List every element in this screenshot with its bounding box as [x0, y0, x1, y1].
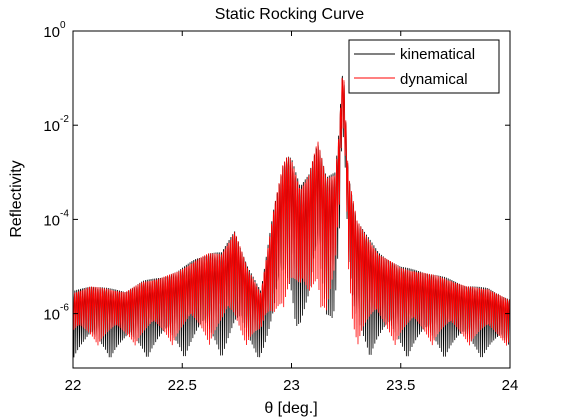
y-axis-label: Reflectivity	[8, 160, 25, 237]
series-line-dynamical	[72, 77, 511, 346]
x-tick-label: 23.5	[386, 377, 415, 394]
x-tick-label: 24	[502, 377, 519, 394]
y-tick-exponent: 0	[60, 20, 66, 31]
legend-label-dynamical: dynamical	[400, 71, 468, 88]
plot-data-group	[72, 75, 511, 358]
legend-box	[348, 39, 500, 94]
x-tick-label: 22	[65, 377, 82, 394]
y-tick-exponent: -4	[60, 208, 69, 219]
y-tick-label: 10	[43, 307, 60, 324]
y-tick-exponent: -2	[60, 114, 69, 125]
x-tick-label: 23	[283, 377, 300, 394]
y-tick-exponent: -6	[60, 303, 69, 314]
x-tick-label: 22.5	[168, 377, 197, 394]
axis-ticks-group	[72, 30, 511, 368]
y-tick-label: 10	[43, 118, 60, 135]
y-tick-label: 10	[43, 24, 60, 41]
y-tick-label: 10	[43, 212, 60, 229]
chart-title: Static Rocking Curve	[215, 6, 364, 23]
legend: kinematical dynamical	[348, 39, 500, 94]
legend-label-kinematical: kinematical	[400, 46, 475, 63]
x-axis-label: θ [deg.]	[264, 400, 317, 417]
